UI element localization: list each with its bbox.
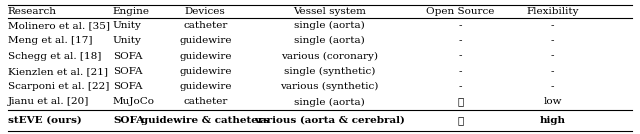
Text: guidewire & catheters: guidewire & catheters [141,116,269,125]
Text: high: high [540,116,566,125]
Text: guidewire: guidewire [179,82,232,91]
Text: Vessel system: Vessel system [293,7,366,16]
Text: -: - [458,21,462,30]
Text: -: - [551,21,554,30]
Text: single (aorta): single (aorta) [294,21,365,30]
Text: -: - [551,36,554,45]
Text: -: - [458,82,462,91]
Text: ✓: ✓ [457,116,463,125]
Text: low: low [543,98,562,107]
Text: -: - [458,67,462,76]
Text: -: - [551,67,554,76]
Text: SOFA: SOFA [113,82,143,91]
Text: ✓: ✓ [457,98,463,107]
Text: SOFA: SOFA [113,67,143,76]
Text: MuJoCo: MuJoCo [113,98,155,107]
Text: Kienzlen et al. [21]: Kienzlen et al. [21] [8,67,108,76]
Text: Flexibility: Flexibility [526,7,579,16]
Text: stEVE (ours): stEVE (ours) [8,116,81,125]
Text: catheter: catheter [183,21,227,30]
Text: SOFA: SOFA [113,116,144,125]
Text: -: - [551,82,554,91]
Text: single (aorta): single (aorta) [294,36,365,45]
Text: catheter: catheter [183,98,227,107]
Text: Research: Research [8,7,57,16]
Text: SOFA: SOFA [113,52,143,61]
Text: single (synthetic): single (synthetic) [284,67,375,76]
Text: Scarponi et al. [22]: Scarponi et al. [22] [8,82,109,91]
Text: guidewire: guidewire [179,67,232,76]
Text: -: - [551,52,554,61]
Text: Unity: Unity [113,21,142,30]
Text: guidewire: guidewire [179,52,232,61]
Text: Molinero et al. [35]: Molinero et al. [35] [8,21,110,30]
Text: Devices: Devices [185,7,226,16]
Text: Engine: Engine [113,7,150,16]
Text: Schegg et al. [18]: Schegg et al. [18] [8,52,101,61]
Text: guidewire: guidewire [179,36,232,45]
Text: various (coronary): various (coronary) [281,51,378,61]
Text: -: - [458,36,462,45]
Text: Jianu et al. [20]: Jianu et al. [20] [8,98,89,107]
Text: Open Source: Open Source [426,7,494,16]
Text: Meng et al. [17]: Meng et al. [17] [8,36,92,45]
Text: various (synthetic): various (synthetic) [280,82,379,91]
Text: various (aorta & cerebral): various (aorta & cerebral) [254,116,405,125]
Text: single (aorta): single (aorta) [294,97,365,107]
Text: Unity: Unity [113,36,142,45]
Text: -: - [458,52,462,61]
